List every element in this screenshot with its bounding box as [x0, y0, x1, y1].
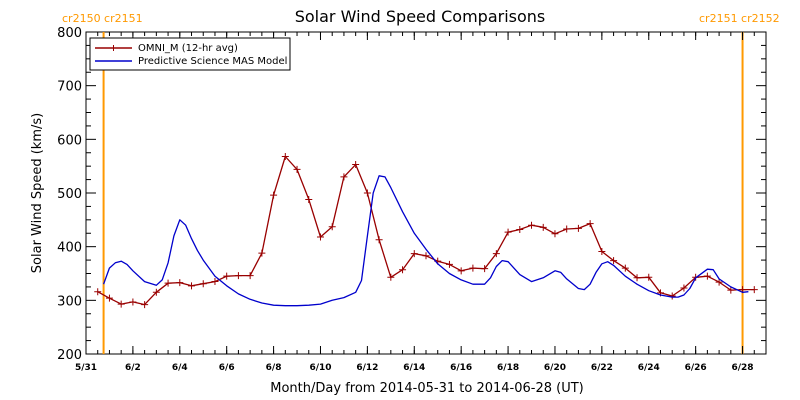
x-tick-label: 6/14	[403, 363, 425, 373]
x-tick-label: 6/4	[172, 363, 188, 373]
data-point	[598, 247, 606, 255]
data-point	[586, 220, 594, 228]
data-point	[94, 288, 102, 296]
x-tick-label: 6/10	[309, 363, 331, 373]
data-point	[481, 265, 489, 273]
data-point	[551, 230, 559, 238]
data-point	[188, 282, 196, 290]
data-point	[457, 267, 465, 275]
data-point	[281, 153, 289, 161]
x-tick-label: 6/22	[591, 363, 613, 373]
legend-label-omni: OMNI_M (12-hr avg)	[138, 43, 238, 54]
data-point	[715, 278, 723, 286]
x-tick-label: 6/24	[638, 363, 660, 373]
data-point	[680, 284, 688, 292]
data-point	[610, 257, 618, 265]
x-tick-label: 6/6	[219, 363, 235, 373]
y-tick-label: 300	[57, 294, 82, 309]
x-tick-label: 6/12	[356, 363, 378, 373]
x-tick-label: 6/26	[685, 363, 707, 373]
data-point	[422, 252, 430, 260]
x-axis-label: Month/Day from 2014-05-31 to 2014-06-28 …	[270, 381, 583, 396]
plot-area	[85, 31, 767, 355]
y-axis-label: Solar Wind Speed (km/s)	[30, 113, 45, 273]
x-tick-label: 6/20	[544, 363, 566, 373]
data-point	[563, 225, 571, 233]
data-point	[211, 278, 219, 286]
data-point	[504, 228, 512, 236]
data-point	[703, 272, 711, 280]
data-point	[727, 286, 735, 294]
y-tick-label: 600	[57, 133, 82, 148]
data-point	[410, 250, 418, 258]
data-point	[539, 223, 547, 231]
legend-marker-omni	[110, 45, 117, 51]
data-point	[117, 300, 125, 308]
data-point	[328, 223, 336, 231]
data-point	[445, 260, 453, 268]
x-tick-label: 6/8	[266, 363, 282, 373]
y-tick-label: 500	[57, 187, 82, 202]
legend-box	[89, 37, 291, 71]
y-tick-label: 200	[57, 348, 82, 363]
y-tick-label: 400	[57, 241, 82, 256]
legend: OMNI_M (12-hr avg) Predictive Science MA…	[89, 37, 291, 71]
data-point	[152, 288, 160, 296]
x-tick-label: 6/16	[450, 363, 472, 373]
data-point	[340, 173, 348, 181]
x-tick-label: 6/28	[732, 363, 754, 373]
x-tick-label: 6/18	[497, 363, 519, 373]
data-point	[516, 225, 524, 233]
data-point	[387, 273, 395, 281]
carrington-markers: cr2150 cr2151 cr2151 cr2152	[62, 12, 780, 354]
legend-label-mas: Predictive Science MAS Model	[138, 56, 287, 67]
data-point	[223, 272, 231, 280]
data-point	[574, 224, 582, 232]
data-point	[199, 280, 207, 288]
y-tick-label: 800	[57, 26, 82, 41]
y-tick-label: 700	[57, 80, 82, 95]
carrington-marker-label: cr2150 cr2151	[62, 12, 143, 25]
axes: 200 300 400 500 600 700 800 5/31 6/2 6/4 6/6 6/8 6/1…	[57, 26, 766, 373]
data-point	[469, 264, 477, 272]
data-point	[164, 279, 172, 287]
chart-title: Solar Wind Speed Comparisons	[295, 7, 546, 26]
data-point	[129, 298, 137, 306]
data-point	[528, 221, 536, 229]
data-point	[352, 161, 360, 169]
data-point	[316, 233, 324, 241]
x-tick-label: 5/31	[75, 363, 97, 373]
data-point	[399, 266, 407, 274]
data-point	[176, 279, 184, 287]
data-point	[492, 250, 500, 258]
data-point	[258, 249, 266, 257]
data-point	[363, 189, 371, 197]
data-point	[750, 286, 758, 294]
data-point	[293, 165, 301, 173]
data-point	[633, 274, 641, 282]
data-point	[270, 191, 278, 199]
data-point	[375, 236, 383, 244]
carrington-marker-label: cr2151 cr2152	[699, 12, 780, 25]
data-point	[621, 264, 629, 272]
data-point	[141, 301, 149, 309]
data-point	[234, 272, 242, 280]
data-point	[246, 272, 254, 280]
x-tick-label: 6/2	[125, 363, 141, 373]
series-layer	[94, 153, 758, 309]
series-line-mas	[102, 175, 749, 307]
data-point	[645, 273, 653, 281]
data-point	[105, 294, 113, 302]
data-point	[305, 195, 313, 203]
